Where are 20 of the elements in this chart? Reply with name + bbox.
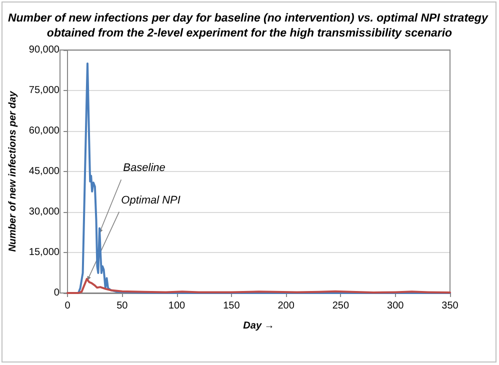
- x-tick-label: 150: [223, 300, 240, 312]
- annotation: Baseline: [123, 162, 166, 174]
- x-tick-label: 300: [387, 300, 404, 312]
- x-tick-label: 200: [278, 300, 295, 312]
- x-axis-title: Day →: [243, 320, 274, 332]
- y-tick-label: 45,000: [28, 166, 60, 177]
- annotation: Optimal NPI: [121, 194, 180, 206]
- y-tick-label: 60,000: [28, 126, 60, 136]
- y-tick-label: 30,000: [28, 206, 60, 218]
- x-tick-label: 350: [442, 300, 459, 312]
- y-tick-label: 0: [54, 288, 60, 298]
- chart-title: Number of new infections per day for baseline (no intervention) vs. optimal NPI strategy obtained from the 2-level experiment for the high transmissibility scenario: [8, 12, 492, 40]
- x-tick-label: 100: [168, 300, 186, 312]
- x-tick-label: 50: [116, 300, 128, 312]
- y-tick-label: 75,000: [28, 85, 60, 96]
- y-tick-label: 15,000: [28, 247, 60, 258]
- x-tick-label: 0: [64, 300, 71, 312]
- y-tick-label: 90,000: [28, 44, 60, 56]
- y-axis-title: Number of new infections per day: [8, 90, 18, 252]
- x-tick-label: 250: [332, 300, 350, 312]
